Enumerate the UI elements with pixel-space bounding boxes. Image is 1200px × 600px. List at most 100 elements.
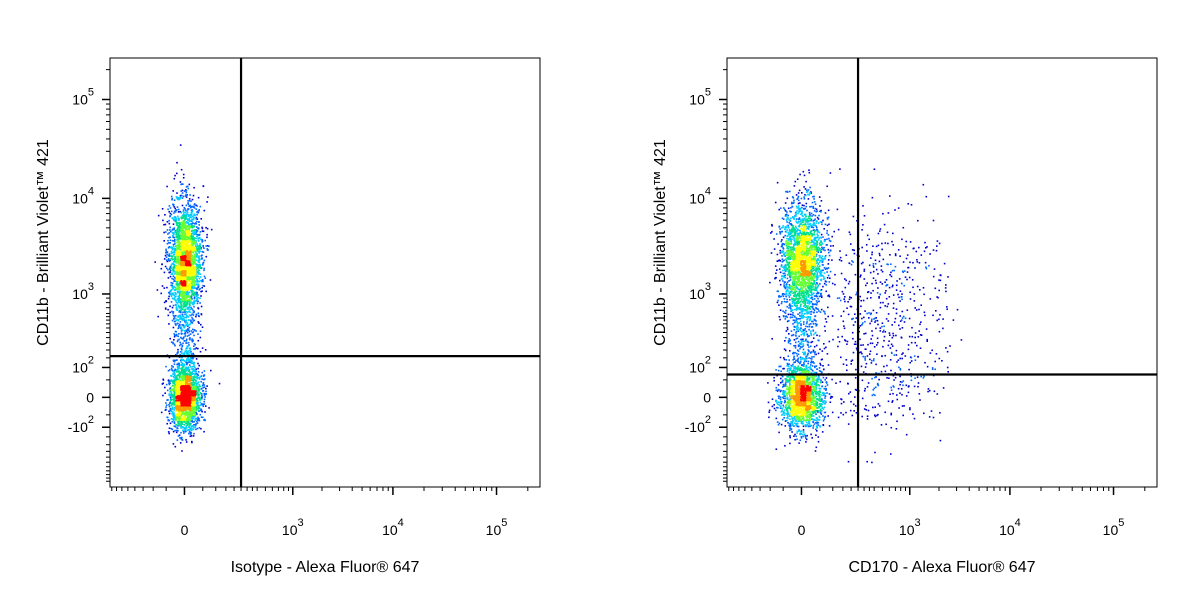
event-dot (177, 245, 180, 247)
event-dot (194, 379, 196, 381)
event-dot (178, 408, 180, 411)
event-dot (176, 408, 178, 411)
event-dot (173, 261, 175, 263)
event-dot (174, 401, 176, 403)
event-dot (187, 419, 189, 421)
event-dot (198, 237, 201, 239)
event-dot (192, 435, 195, 437)
event-dot (175, 250, 177, 253)
event-dot (197, 333, 199, 335)
event-dot (175, 431, 178, 434)
event-dot (193, 291, 195, 294)
event-dot (194, 229, 197, 231)
event-dot (190, 320, 192, 322)
event-dot (198, 246, 201, 249)
event-dot (194, 371, 197, 373)
event-dot (183, 215, 186, 217)
event-dot (182, 225, 184, 228)
event-dot (172, 379, 174, 382)
event-dot (199, 279, 202, 282)
event-dot (191, 362, 194, 365)
event-dot (172, 243, 175, 246)
event-dot (174, 287, 177, 289)
event-dot (195, 368, 197, 370)
event-dot (188, 198, 191, 200)
event-dot (187, 361, 189, 364)
event-dot (779, 309, 782, 311)
event-dot (197, 312, 200, 314)
event-dot (199, 205, 202, 208)
event-dot (193, 370, 195, 373)
event-dot (174, 238, 176, 241)
event-dot (198, 389, 201, 391)
event-dot (179, 281, 181, 284)
event-dot (173, 421, 176, 423)
event-dot (178, 434, 181, 436)
event-dot (193, 237, 195, 240)
event-dot (196, 253, 198, 255)
event-dot (182, 274, 184, 277)
event-dot (168, 405, 171, 408)
event-dot (191, 226, 194, 228)
y-axis-title: CD11b - Brilliant Violet™ 421 (35, 139, 52, 346)
event-dot (188, 285, 190, 288)
event-dot (191, 331, 194, 334)
event-dot (181, 405, 184, 408)
event-dot (180, 168, 183, 171)
event-dot (164, 386, 166, 389)
event-dot (186, 380, 189, 382)
event-dot (181, 270, 184, 272)
event-dot (182, 384, 184, 386)
event-dot (186, 194, 188, 196)
event-dot (197, 210, 199, 213)
event-dot (181, 284, 184, 287)
event-dot (193, 408, 196, 411)
event-dot (173, 218, 175, 220)
event-dot (202, 251, 205, 253)
event-dot (187, 225, 189, 228)
event-dot (180, 416, 182, 419)
event-dot (170, 210, 173, 213)
event-dot (185, 338, 188, 341)
event-dot (179, 197, 181, 200)
event-dot (203, 247, 205, 249)
event-dot (183, 398, 186, 401)
event-dot (168, 271, 170, 274)
event-dot (181, 353, 184, 355)
event-dot (181, 314, 184, 316)
event-dot (175, 222, 178, 224)
event-dot (177, 409, 180, 411)
event-dot (193, 302, 196, 305)
event-dot (202, 390, 205, 392)
event-dot (185, 395, 187, 398)
event-dot (184, 371, 186, 374)
event-dot (170, 380, 173, 382)
event-dot (180, 256, 183, 258)
event-dot (183, 354, 185, 356)
event-dot (201, 410, 203, 413)
event-dot (179, 238, 182, 240)
event-dot (188, 425, 191, 427)
event-dot (178, 364, 180, 367)
event-dot (176, 352, 178, 354)
event-dot (179, 315, 182, 317)
event-dot (188, 353, 191, 356)
event-dot (172, 223, 175, 225)
event-dot (189, 252, 191, 254)
event-dot (180, 183, 182, 186)
event-dot (172, 255, 174, 257)
event-dot (172, 407, 174, 409)
event-dot (193, 382, 196, 384)
event-dot (179, 251, 181, 254)
event-dot (180, 343, 182, 345)
event-dot (171, 394, 173, 397)
event-dot (172, 366, 174, 368)
event-dot (172, 388, 175, 390)
event-dot (204, 239, 206, 242)
event-dot (182, 210, 184, 213)
event-dot (193, 402, 196, 404)
event-dot (178, 258, 181, 261)
event-dot (196, 296, 199, 299)
event-dot (175, 383, 178, 385)
event-dot (184, 388, 186, 390)
